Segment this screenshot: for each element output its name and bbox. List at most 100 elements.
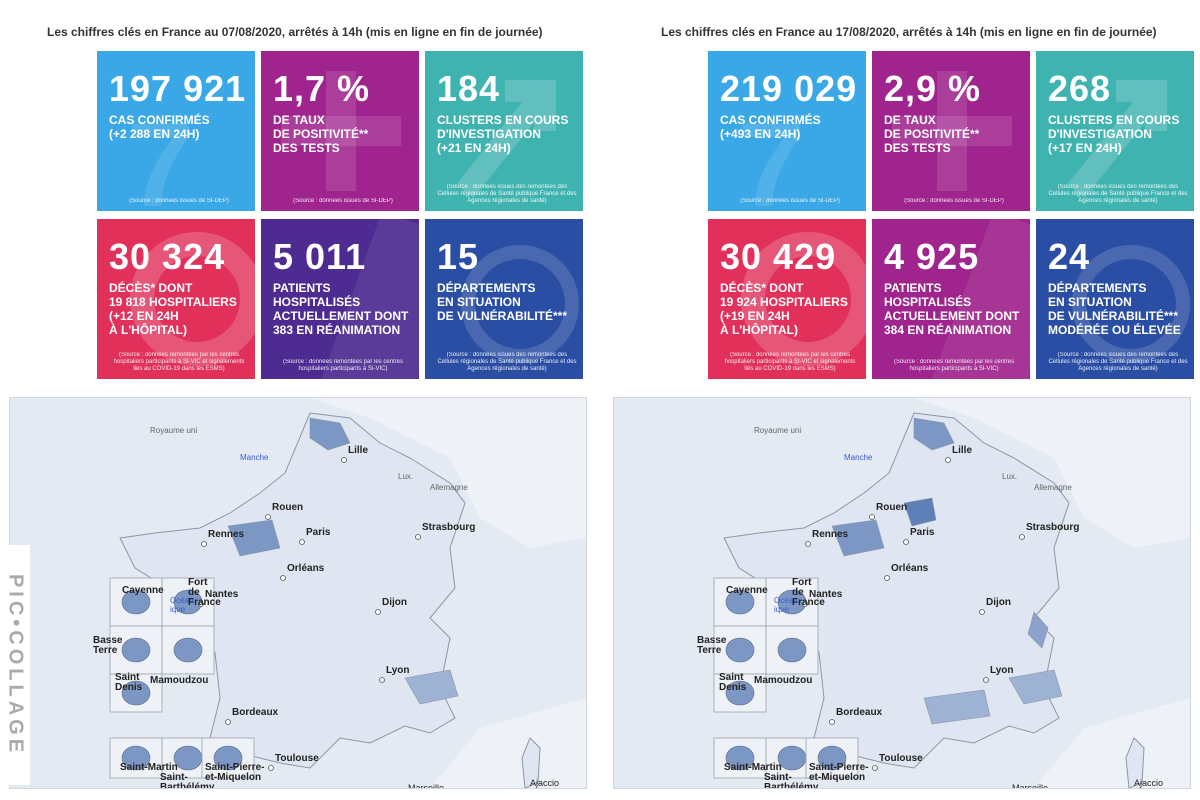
svg-text:7: 7 — [127, 98, 194, 211]
city-dot — [379, 677, 385, 683]
corsica — [521, 737, 541, 788]
map-label-lille: Lille — [348, 445, 369, 456]
tile-source: (Source : données issues de SI-DEP) — [904, 198, 1004, 204]
tile-source: (Source : données issues de SI-DEP) — [293, 198, 393, 204]
panel-right-header: Les chiffres clés en France au 17/08/202… — [661, 25, 1157, 39]
tile-source: (Source : données issues des remontées d… — [437, 352, 577, 372]
neighbour-land — [614, 398, 1190, 548]
overseas-territory — [121, 637, 151, 663]
tile-decoration: 7 — [127, 98, 194, 211]
overseas-territory — [777, 637, 807, 663]
map-label-lux: Lux. — [1002, 472, 1018, 481]
tile-desc: CLUSTERS EN COURS D'INVESTIGATION (+21 E… — [437, 113, 569, 155]
map-label-paris: Paris — [306, 527, 331, 538]
map-label-royaume-uni: Royaume uni — [754, 426, 802, 435]
tile-decoration — [281, 71, 401, 191]
city-dot — [198, 601, 204, 607]
overseas-territory — [725, 680, 755, 706]
overseas-inset — [201, 737, 255, 779]
map-label-lille: Lille — [952, 445, 973, 456]
tile-deaths: 30 324 DÉCÈS* DONT 19 818 HOSPITALIERS (+… — [97, 219, 255, 379]
city-dot — [341, 457, 347, 463]
map-label-saint-martin: Saint-Martin — [724, 762, 782, 773]
tile-source: (Source : données issues des remontées d… — [1048, 352, 1188, 372]
tile-desc: DÉCÈS* DONT 19 924 HOSPITALIERS (+19 EN … — [720, 281, 848, 337]
overseas-territory — [777, 745, 807, 771]
tile-source: (Source : données remontées par les cent… — [113, 352, 245, 372]
map-label-orleans: Orléans — [891, 563, 929, 574]
overseas-territory — [173, 637, 203, 663]
overseas-territory — [725, 745, 755, 771]
tile-desc: CLUSTERS EN COURS D'INVESTIGATION (+17 E… — [1048, 113, 1180, 155]
map-label-manche: Manche — [240, 453, 269, 462]
tile-desc: DÉCÈS* DONT 19 818 HOSPITALIERS (+12 EN … — [109, 281, 237, 337]
city-dot — [872, 765, 878, 771]
svg-text:7: 7 — [738, 98, 805, 211]
tile-desc: PATIENTS HOSPITALISÉS ACTUELLEMENT DONT … — [884, 281, 1020, 337]
map-label-lyon: Lyon — [990, 665, 1014, 676]
tile-desc: CAS CONFIRMÉS (+493 EN 24H) — [720, 113, 821, 141]
overseas-territory — [121, 680, 151, 706]
map-label-toulouse: Toulouse — [879, 753, 923, 764]
map-label-toulouse: Toulouse — [275, 753, 319, 764]
tile-value: 24 — [1048, 236, 1091, 277]
tile-source: (Source : données remontées par les cent… — [282, 359, 404, 372]
shaded-department — [1027, 611, 1049, 649]
map-label-basse-terre: Basse Terre — [697, 635, 727, 656]
map-label-paris: Paris — [910, 527, 935, 538]
neighbour-land — [10, 398, 586, 548]
overseas-territory — [817, 745, 847, 771]
map-label-lyon: Lyon — [386, 665, 410, 676]
tiles-left: 7 197 921 CAS CONFIRMÉS (+2 288 EN 24H) (So… — [97, 51, 583, 379]
tile-positivity: 2,9 % DE TAUX DE POSITIVITÉ** DES TESTS (S… — [872, 51, 1030, 211]
city-dot — [1019, 534, 1025, 540]
map-label-allemagne: Allemagne — [430, 483, 468, 492]
overseas-territory — [213, 745, 243, 771]
shaded-department — [903, 497, 937, 527]
tile-decoration — [1072, 245, 1190, 363]
city-dot — [805, 541, 811, 547]
tile-desc: DE TAUX DE POSITIVITÉ** DES TESTS — [884, 113, 980, 155]
map-label-orleans: Orléans — [287, 563, 325, 574]
map-label-rennes: Rennes — [208, 529, 245, 540]
tile-positivity: 1,7 % DE TAUX DE POSITIVITÉ** DES TESTS (S… — [261, 51, 419, 211]
tile-desc: DÉPARTEMENTS EN SITUATION DE VULNÉRABILI… — [437, 281, 568, 323]
tile-value: 1,7 % — [273, 68, 371, 109]
tile-decoration — [461, 245, 579, 363]
tile-decoration — [892, 71, 1012, 191]
tile-deaths: 30 429 DÉCÈS* DONT 19 924 HOSPITALIERS (+… — [708, 219, 866, 379]
map-label-saint-martin: Saint-Martin — [120, 762, 178, 773]
neighbour-land — [1034, 698, 1190, 788]
map-label-mamoudzou: Mamoudzou — [150, 675, 209, 686]
tile-departments: 15 DÉPARTEMENTS EN SITUATION DE VULNÉRABI… — [425, 219, 583, 379]
tile-decoration — [1067, 80, 1167, 198]
france-mainland — [723, 412, 1070, 769]
map-label-mediterranee: Méditerranée — [345, 788, 392, 789]
map-label-rouen: Rouen — [272, 502, 304, 513]
tile-clusters: 184 CLUSTERS EN COURS D'INVESTIGATION (+2… — [425, 51, 583, 211]
city-dot — [884, 575, 890, 581]
tile-desc: CAS CONFIRMÉS (+2 288 EN 24H) — [109, 113, 210, 141]
map-right: Lille Rouen Paris Strasbourg Rennes Orléans Na… — [613, 397, 1191, 789]
map-label-bordeaux: Bordeaux — [232, 707, 279, 718]
shaded-department — [309, 417, 351, 451]
map-label-manche: Manche — [844, 453, 873, 462]
map-label-fort-de-france: Fort de France — [188, 577, 221, 608]
tile-hospitalized: 5 011 PATIENTS HOSPITALISÉS ACTUELLEMENT … — [261, 219, 419, 379]
map-label-ajaccio: Ajaccio — [1134, 778, 1164, 788]
tile-value: 4 925 — [884, 236, 980, 277]
tile-decoration — [456, 80, 556, 198]
map-label-saint-barthelemy: Saint- Barthélémy — [764, 772, 819, 789]
map-label-cayenne: Cayenne — [122, 585, 164, 596]
map-label-rennes: Rennes — [812, 529, 849, 540]
city-dot — [375, 609, 381, 615]
map-label-basse-terre: Basse Terre — [93, 635, 123, 656]
tile-value: 30 324 — [109, 236, 226, 277]
map-label-allemagne: Allemagne — [1034, 483, 1072, 492]
tile-value: 15 — [437, 236, 480, 277]
map-label-saint-barthelemy: Saint- Barthélémy — [160, 772, 215, 789]
shaded-department — [923, 689, 991, 725]
map-label-ajaccio: Ajaccio — [530, 778, 560, 788]
tile-decoration: 7 — [738, 98, 805, 211]
tile-value: 184 — [437, 68, 501, 109]
